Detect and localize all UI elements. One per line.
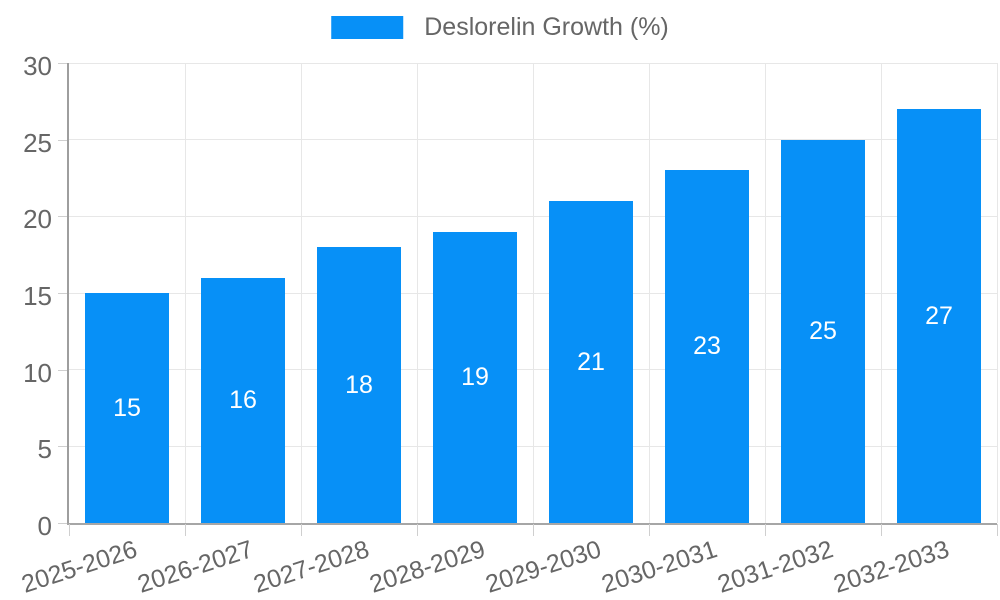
y-tick-label: 0 — [37, 511, 52, 541]
legend: Deslorelin Growth (%) — [331, 15, 669, 40]
bar-2026-2027: 16 — [201, 277, 285, 523]
x-tick-label: 2032-2033 — [830, 535, 954, 599]
plot-area: 15 16 18 19 21 23 25 27 — [67, 62, 998, 525]
bar-2030-2031: 23 — [665, 170, 749, 523]
x-tick-label: 2030-2031 — [598, 535, 722, 599]
bar-value-label: 27 — [925, 301, 953, 330]
h-gridline — [69, 139, 997, 141]
x-tick-mark — [649, 524, 650, 536]
x-tick-mark — [301, 524, 302, 536]
bar-2025-2026: 15 — [85, 293, 169, 523]
x-tick-label: 2031-2032 — [714, 535, 838, 599]
y-tick-label: 15 — [23, 281, 52, 311]
v-gridline — [996, 63, 998, 523]
y-tick-mark — [58, 293, 67, 294]
x-tick-mark — [881, 524, 882, 536]
y-tick-label: 25 — [23, 127, 52, 158]
legend-swatch[interactable] — [331, 16, 404, 39]
y-tick-label: 5 — [37, 434, 52, 465]
h-gridline — [69, 215, 997, 217]
h-gridline — [69, 292, 997, 294]
bar-value-label: 25 — [809, 316, 837, 345]
x-tick-label: 2026-2027 — [134, 535, 258, 599]
h-gridline — [69, 62, 997, 64]
y-tick-mark — [58, 63, 67, 64]
x-tick-mark — [185, 524, 186, 536]
y-tick-mark — [58, 446, 67, 448]
bar-value-label: 18 — [345, 370, 373, 399]
legend-label[interactable]: Deslorelin Growth (%) — [424, 13, 669, 41]
bar-2027-2028: 18 — [317, 247, 401, 523]
x-tick-mark — [997, 524, 998, 536]
x-tick-label: 2027-2028 — [250, 535, 374, 599]
y-tick-mark — [58, 139, 67, 141]
h-gridline — [69, 369, 997, 371]
h-gridline — [69, 445, 997, 447]
x-tick-label: 2029-2030 — [482, 535, 606, 599]
bar-2029-2030: 21 — [549, 201, 633, 523]
y-tick-mark — [58, 369, 67, 371]
y-axis-line — [67, 63, 69, 523]
y-tick-mark — [58, 523, 67, 524]
bar-2032-2033: 27 — [897, 109, 981, 523]
bar-value-label: 19 — [461, 362, 489, 391]
bar-2031-2032: 25 — [781, 139, 865, 523]
y-tick-label: 20 — [23, 204, 52, 235]
x-tick-mark — [533, 524, 534, 536]
bar-2028-2029: 19 — [433, 231, 517, 523]
y-tick-mark — [58, 216, 67, 218]
x-tick-label: 2025-2026 — [18, 535, 142, 599]
y-tick-label: 30 — [23, 51, 52, 81]
y-tick-label: 10 — [23, 357, 52, 388]
bar-value-label: 21 — [577, 347, 605, 376]
x-tick-label: 2028-2029 — [366, 535, 490, 599]
bar-value-label: 23 — [693, 332, 721, 361]
bar-value-label: 16 — [229, 385, 257, 414]
x-axis-line — [67, 523, 997, 525]
x-tick-mark — [69, 524, 70, 536]
bar-value-label: 15 — [113, 393, 141, 422]
x-tick-mark — [417, 524, 418, 536]
x-tick-mark — [765, 524, 766, 536]
